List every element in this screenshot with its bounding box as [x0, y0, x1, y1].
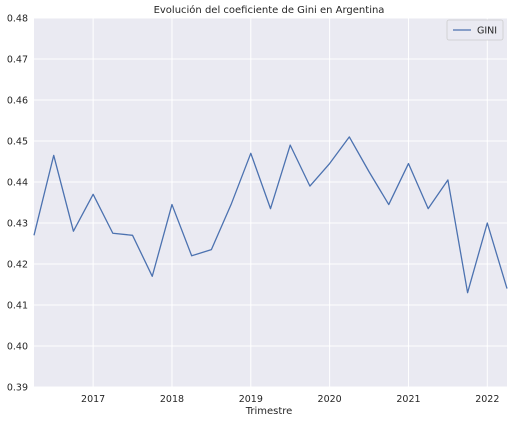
x-axis-ticks: 2017 2018 2019 2020 2021 2022: [81, 394, 499, 405]
data-point: [368, 171, 370, 173]
data-point: [466, 292, 468, 294]
legend-box: [446, 19, 504, 41]
data-point: [92, 193, 94, 195]
data-point: [190, 255, 192, 257]
x-tick-label: 2022: [475, 394, 499, 405]
x-tick-label: 2020: [318, 394, 342, 405]
data-point: [447, 179, 449, 181]
data-point: [407, 162, 409, 164]
grid-lines: [34, 17, 507, 388]
x-tick-label: 2018: [160, 394, 184, 405]
chart-title: Evolución del coeficiente de Gini en Arg…: [154, 4, 385, 16]
y-tick-label: 0.44: [7, 178, 28, 189]
data-point: [151, 275, 153, 277]
series-line-gini: [33, 136, 508, 294]
data-point: [230, 203, 232, 205]
y-tick-label: 0.42: [7, 260, 28, 271]
data-point: [210, 248, 212, 250]
y-axis-ticks: 0.39 0.40 0.41 0.42 0.43 0.44 0.45 0.46 0.47 0.48: [7, 14, 28, 394]
plot-area: [34, 18, 507, 387]
data-point: [427, 207, 429, 209]
data-point: [171, 203, 173, 205]
x-tick-label: 2017: [81, 394, 105, 405]
data-point: [72, 230, 74, 232]
y-tick-label: 0.46: [7, 96, 28, 107]
x-tick-label: 2019: [239, 394, 263, 405]
x-axis-label: Trimestre: [245, 406, 293, 417]
data-point: [250, 152, 252, 154]
data-point: [289, 144, 291, 146]
legend: GINI: [446, 19, 504, 41]
y-tick-label: 0.43: [7, 219, 28, 230]
y-tick-label: 0.48: [7, 14, 28, 25]
x-tick-label: 2021: [396, 394, 420, 405]
data-point: [388, 203, 390, 205]
data-point: [506, 287, 508, 289]
y-tick-label: 0.39: [7, 383, 28, 394]
data-point: [328, 162, 330, 164]
series-layer: [33, 136, 508, 294]
data-point: [348, 136, 350, 138]
legend-label-gini: GINI: [477, 26, 497, 37]
data-point: [486, 222, 488, 224]
y-tick-label: 0.45: [7, 137, 28, 148]
data-point: [269, 207, 271, 209]
data-point: [53, 154, 55, 156]
y-tick-label: 0.40: [7, 342, 28, 353]
data-point: [33, 234, 35, 236]
data-point: [131, 234, 133, 236]
data-point: [309, 185, 311, 187]
y-tick-label: 0.41: [7, 301, 28, 312]
y-tick-label: 0.47: [7, 55, 28, 66]
data-point: [112, 232, 114, 234]
